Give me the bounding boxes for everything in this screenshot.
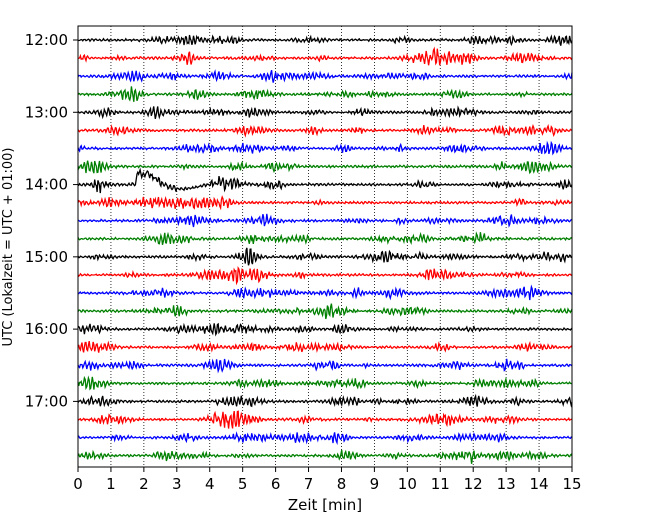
x-tick-label: 10 xyxy=(398,475,417,493)
trace-row-16 xyxy=(77,322,573,337)
trace-row-17 xyxy=(77,340,573,354)
trace-row-20 xyxy=(77,393,573,408)
x-tick-label: 12 xyxy=(464,475,483,493)
trace-row-15 xyxy=(77,303,573,320)
x-tick-label: 5 xyxy=(238,475,248,493)
trace-row-19 xyxy=(77,375,573,391)
y-tick-label: 12:00 xyxy=(25,31,68,49)
x-tick-label: 4 xyxy=(205,475,215,493)
trace-row-4 xyxy=(77,105,573,120)
y-tick-label: 17:00 xyxy=(25,392,68,410)
plot-background xyxy=(78,26,572,467)
x-tick-label: 0 xyxy=(73,475,83,493)
trace-row-9 xyxy=(77,195,573,211)
y-tick-label: 13:00 xyxy=(25,103,68,121)
trace-row-13 xyxy=(77,265,573,286)
plot-frame xyxy=(77,25,573,468)
trace-row-2 xyxy=(77,69,573,83)
x-axis-ticks: 0 1 2 3 4 5 6 7 8 9 10 11 12 13 14 15 xyxy=(73,467,582,493)
trace-row-14 xyxy=(77,284,573,301)
trace-row-18 xyxy=(77,358,573,374)
y-axis-label: UTC (Lokalzeit = UTC + 01:00) xyxy=(1,148,16,347)
trace-row-8 xyxy=(77,167,573,194)
x-axis-label: Zeit [min] xyxy=(288,496,362,514)
trace-row-3 xyxy=(77,86,573,102)
trace-row-6 xyxy=(77,140,573,156)
trace-row-10 xyxy=(77,213,573,228)
x-tick-label: 13 xyxy=(497,475,516,493)
x-tick-label: 11 xyxy=(431,475,450,493)
trace-row-21 xyxy=(77,410,573,429)
y-axis-ticks: 12:00 13:00 14:00 15:00 16:00 17:00 xyxy=(25,31,78,410)
x-tick-label: 9 xyxy=(370,475,380,493)
x-tick-label: 3 xyxy=(172,475,182,493)
trace-row-11 xyxy=(77,231,573,246)
trace-row-1 xyxy=(77,46,573,66)
x-tick-label: 6 xyxy=(271,475,281,493)
trace-row-12 xyxy=(77,247,573,266)
trace-row-23 xyxy=(77,449,573,464)
trace-row-7 xyxy=(77,160,573,175)
y-tick-label: 16:00 xyxy=(25,320,68,338)
x-tick-label: 15 xyxy=(562,475,581,493)
x-tick-label: 2 xyxy=(139,475,149,493)
y-tick-label: 14:00 xyxy=(25,176,68,194)
trace-row-5 xyxy=(77,123,573,138)
x-tick-label: 8 xyxy=(337,475,347,493)
trace-group xyxy=(77,34,573,464)
trace-row-22 xyxy=(77,431,573,446)
x-tick-label: 1 xyxy=(106,475,116,493)
x-tick-label: 7 xyxy=(304,475,314,493)
trace-row-0 xyxy=(77,34,573,47)
x-tick-label: 14 xyxy=(530,475,549,493)
y-tick-label: 15:00 xyxy=(25,248,68,266)
